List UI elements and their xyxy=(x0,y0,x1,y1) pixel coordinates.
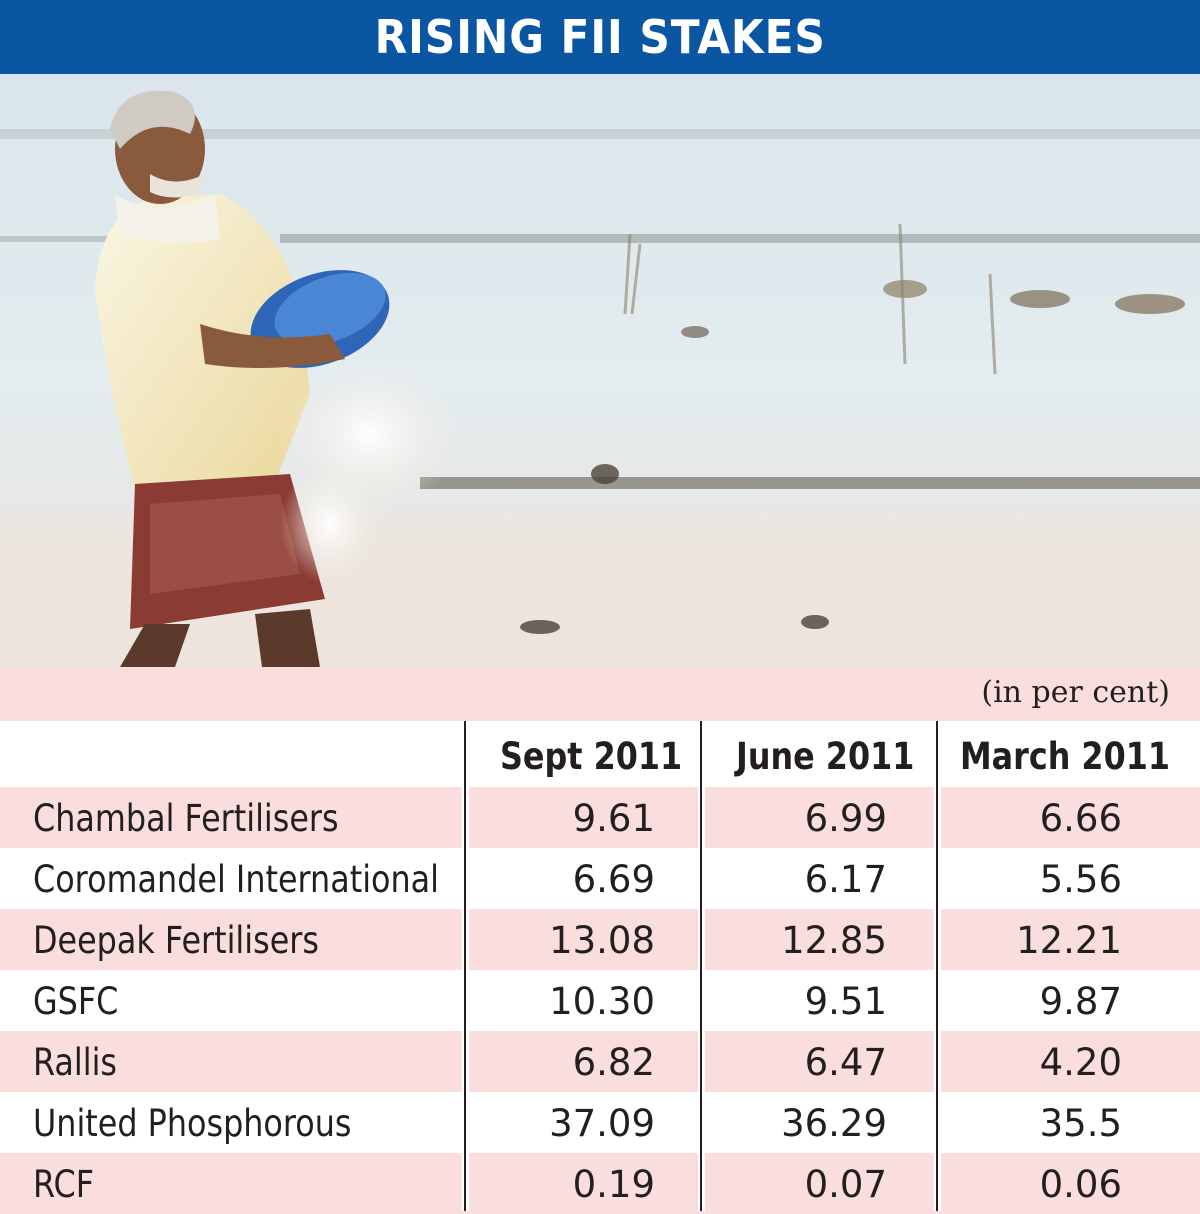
company-name: Rallis xyxy=(33,1041,118,1084)
value-cell: 13.08 xyxy=(549,919,655,962)
column-header-sept-2011: Sept 2011 xyxy=(500,735,683,778)
column-divider xyxy=(700,721,702,1211)
company-name: GSFC xyxy=(33,980,119,1023)
table-row: Rallis 6.82 6.47 4.20 xyxy=(0,1031,1200,1092)
value-cell: 9.61 xyxy=(572,797,655,840)
company-name: United Phosphorous xyxy=(33,1102,352,1145)
value-cell: 6.17 xyxy=(804,858,887,901)
value-cell: 6.66 xyxy=(1039,797,1122,840)
company-name: Chambal Fertilisers xyxy=(33,797,339,840)
table-row: RCF 0.19 0.07 0.06 xyxy=(0,1153,1200,1214)
value-cell: 0.07 xyxy=(804,1163,887,1206)
title-banner: RISING FII STAKES xyxy=(0,0,1200,74)
column-divider xyxy=(464,721,466,1211)
value-cell: 9.51 xyxy=(804,980,887,1023)
value-cell: 37.09 xyxy=(549,1102,655,1145)
value-cell: 6.69 xyxy=(572,858,655,901)
fii-stake-table: Sept 2011 June 2011 March 2011 Chambal F… xyxy=(0,721,1200,1214)
company-name: RCF xyxy=(33,1163,95,1206)
value-cell: 9.87 xyxy=(1039,980,1122,1023)
value-cell: 0.19 xyxy=(572,1163,655,1206)
unit-strip: (in per cent) xyxy=(0,667,1200,721)
column-header-june-2011: June 2011 xyxy=(736,735,915,778)
unit-note: (in per cent) xyxy=(981,675,1170,710)
value-cell: 36.29 xyxy=(781,1102,887,1145)
value-cell: 5.56 xyxy=(1039,858,1122,901)
farmer-sowing-fertiliser-photo xyxy=(0,74,1200,667)
value-cell: 12.21 xyxy=(1016,919,1122,962)
column-divider xyxy=(936,721,938,1211)
value-cell: 35.5 xyxy=(1039,1102,1122,1145)
table-row: Coromandel International 6.69 6.17 5.56 xyxy=(0,848,1200,909)
value-cell: 6.47 xyxy=(804,1041,887,1084)
table-row: GSFC 10.30 9.51 9.87 xyxy=(0,970,1200,1031)
column-header-march-2011: March 2011 xyxy=(960,735,1170,778)
value-cell: 6.99 xyxy=(804,797,887,840)
table-row: Chambal Fertilisers 9.61 6.99 6.66 xyxy=(0,787,1200,848)
value-cell: 4.20 xyxy=(1039,1041,1122,1084)
company-name: Coromandel International xyxy=(33,858,440,901)
value-cell: 12.85 xyxy=(781,919,887,962)
chart-title: RISING FII STAKES xyxy=(374,10,826,64)
table-row: Deepak Fertilisers 13.08 12.85 12.21 xyxy=(0,909,1200,970)
company-name: Deepak Fertilisers xyxy=(33,919,319,962)
table-header-row: Sept 2011 June 2011 March 2011 xyxy=(0,721,1200,787)
value-cell: 10.30 xyxy=(549,980,655,1023)
table-row: United Phosphorous 37.09 36.29 35.5 xyxy=(0,1092,1200,1153)
value-cell: 6.82 xyxy=(572,1041,655,1084)
value-cell: 0.06 xyxy=(1039,1163,1122,1206)
